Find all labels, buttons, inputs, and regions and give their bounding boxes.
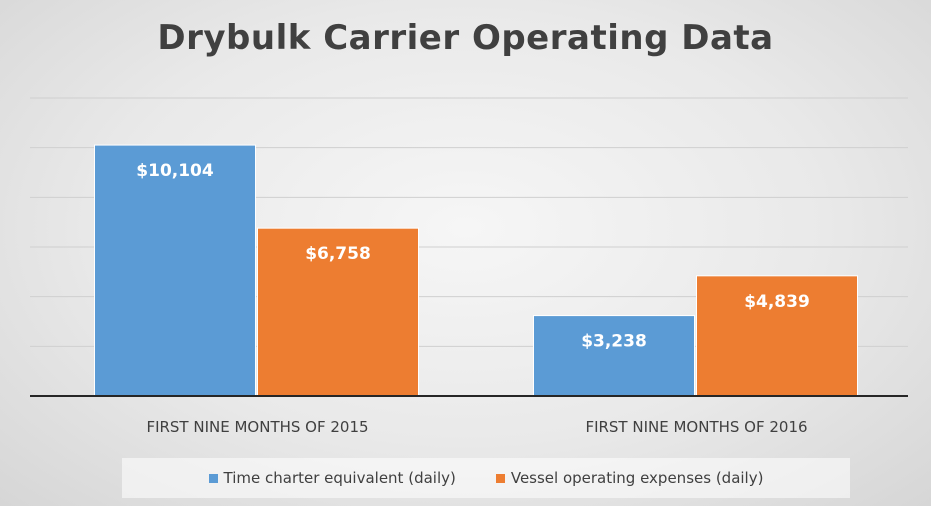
data-label: $3,238 bbox=[581, 332, 647, 352]
legend: Time charter equivalent (daily) Vessel o… bbox=[122, 458, 850, 498]
legend-swatch-time-charter bbox=[208, 473, 218, 483]
legend-swatch-vessel-opex bbox=[495, 473, 505, 483]
chart-title: Drybulk Carrier Operating Data bbox=[157, 18, 774, 58]
category-label: FIRST NINE MONTHS OF 2016 bbox=[585, 418, 807, 436]
legend-item-vessel-opex: Vessel operating expenses (daily) bbox=[495, 469, 764, 487]
category-label: FIRST NINE MONTHS OF 2015 bbox=[146, 418, 368, 436]
data-label: $6,758 bbox=[305, 244, 371, 264]
bar-time-charter-1 bbox=[533, 315, 695, 397]
bar-vessel-opex-0 bbox=[257, 227, 419, 397]
bar-time-charter-0 bbox=[94, 144, 256, 397]
data-label: $4,839 bbox=[744, 292, 810, 312]
legend-label-time-charter: Time charter equivalent (daily) bbox=[223, 469, 456, 487]
legend-item-time-charter: Time charter equivalent (daily) bbox=[208, 469, 456, 487]
legend-label-vessel-opex: Vessel operating expenses (daily) bbox=[510, 469, 764, 487]
data-label: $10,104 bbox=[136, 161, 214, 181]
